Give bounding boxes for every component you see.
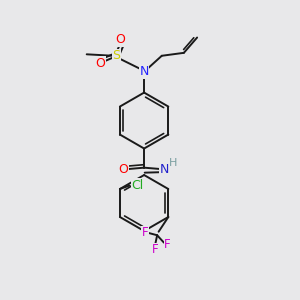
Text: O: O xyxy=(116,33,125,46)
Text: O: O xyxy=(95,57,105,70)
Text: S: S xyxy=(112,49,120,62)
Text: N: N xyxy=(160,163,169,176)
Text: O: O xyxy=(118,163,128,176)
Text: N: N xyxy=(140,65,149,79)
Text: F: F xyxy=(142,226,148,239)
Text: Cl: Cl xyxy=(131,179,144,192)
Text: F: F xyxy=(164,238,171,250)
Text: H: H xyxy=(169,158,177,168)
Text: F: F xyxy=(152,244,158,256)
